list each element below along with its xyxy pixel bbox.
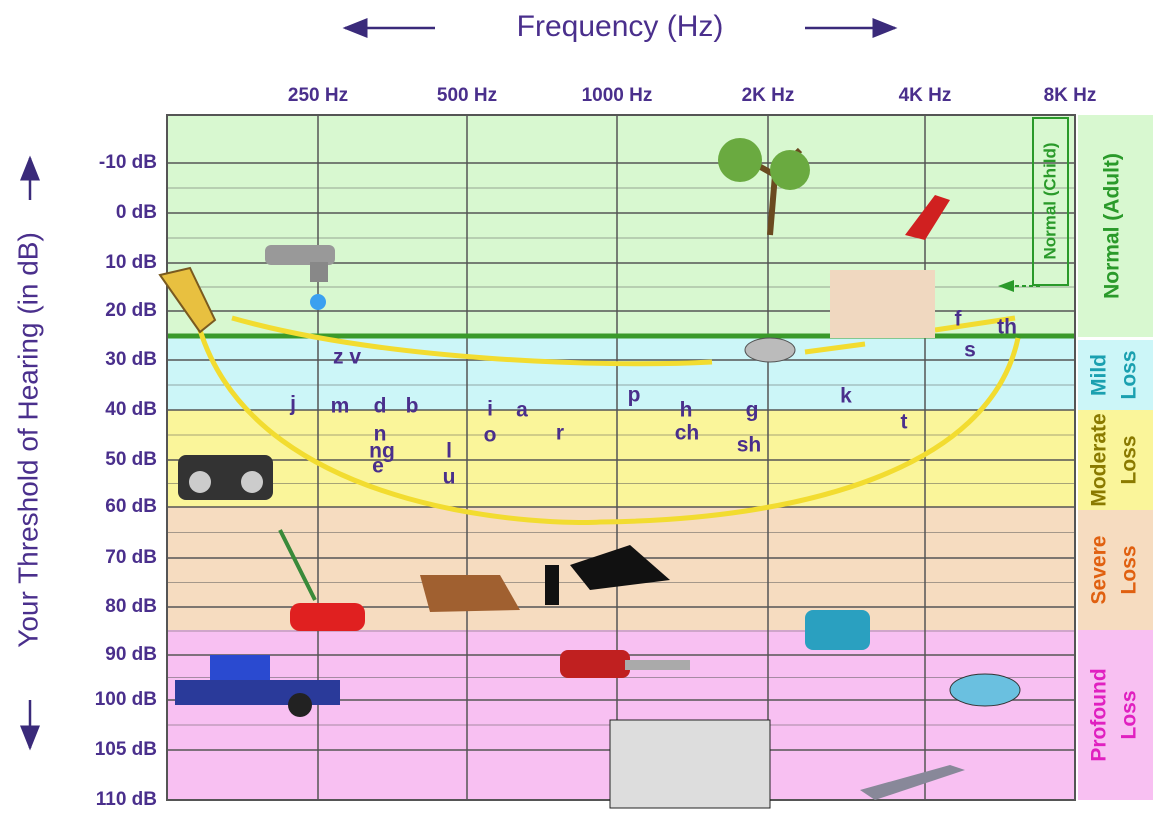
level-label: 110 dB (96, 789, 157, 810)
zone-label: Loss (1118, 350, 1141, 399)
phoneme: s (964, 339, 976, 362)
zone-label: Moderate (1088, 413, 1111, 506)
level-label: 50 dB (105, 449, 157, 470)
phoneme: o (484, 424, 497, 447)
zone-label: Profound (1088, 668, 1111, 761)
phoneme: b (406, 395, 419, 418)
zone-label: Normal (Adult) (1101, 153, 1124, 299)
phoneme: k (840, 385, 852, 408)
phoneme: u (443, 466, 456, 489)
level-label: 70 dB (105, 547, 157, 568)
level-label: 20 dB (105, 300, 157, 321)
zone-label: Mild (1088, 354, 1111, 396)
frequency-label: 4K Hz (899, 85, 952, 106)
phoneme: l (446, 440, 452, 463)
zone-label: Severe (1088, 536, 1111, 605)
phoneme: p (628, 384, 641, 407)
phoneme: j (289, 393, 296, 416)
level-label: 90 dB (105, 644, 157, 665)
phoneme: th (997, 316, 1017, 339)
zone-label: Loss (1118, 545, 1141, 594)
phoneme: sh (737, 434, 762, 457)
audiogram: Normal (Child) Frequency (Hz) Your Thres… (0, 0, 1153, 818)
phoneme: h (680, 399, 693, 422)
zone-label: Loss (1118, 690, 1141, 739)
phoneme: z v (333, 346, 361, 369)
level-label: 0 dB (116, 202, 157, 223)
phoneme: a (516, 399, 528, 422)
phoneme: t (901, 411, 908, 434)
phoneme: f (955, 308, 963, 331)
phoneme: e (372, 455, 384, 478)
frequency-label: 8K Hz (1044, 85, 1097, 106)
level-label: 80 dB (105, 596, 157, 617)
frequency-label: 1000 Hz (582, 85, 653, 106)
zone-mild (167, 337, 1075, 410)
phoneme: i (487, 398, 493, 421)
zone-label: Loss (1118, 435, 1141, 484)
level-label: 100 dB (95, 689, 157, 710)
frequency-label: 500 Hz (437, 85, 497, 106)
phoneme: r (556, 422, 564, 445)
phoneme: m (331, 395, 350, 418)
level-label: 10 dB (105, 252, 157, 273)
y-title: Your Threshold of Hearing (in dB) (12, 232, 43, 648)
level-label: -10 dB (99, 152, 157, 173)
zone-normal (167, 115, 1075, 337)
zone-moderate (167, 410, 1075, 507)
phoneme: g (746, 399, 759, 422)
phoneme: ch (675, 422, 700, 445)
level-label: 30 dB (105, 349, 157, 370)
level-label: 105 dB (95, 739, 157, 760)
frequency-label: 2K Hz (742, 85, 795, 106)
x-title: Frequency (Hz) (517, 10, 724, 43)
child-label: Normal (Child) (1040, 142, 1059, 259)
frequency-label: 250 Hz (288, 85, 348, 106)
level-label: 40 dB (105, 399, 157, 420)
level-label: 60 dB (105, 496, 157, 517)
phoneme: d (374, 395, 387, 418)
